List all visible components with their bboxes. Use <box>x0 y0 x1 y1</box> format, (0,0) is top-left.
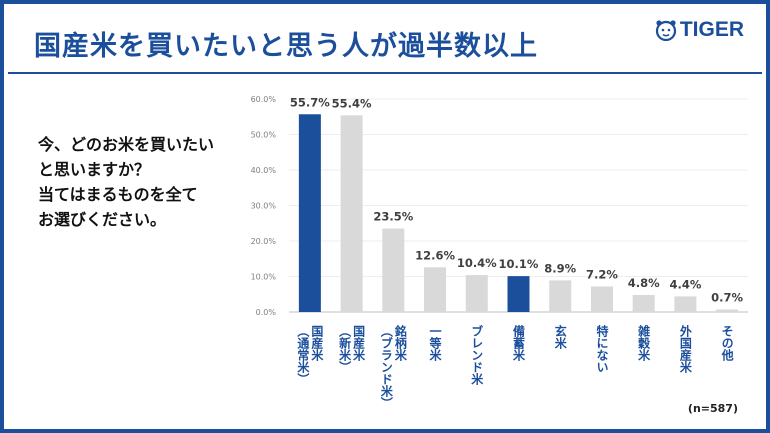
bar <box>465 275 488 312</box>
sample-size-note: (n=587) <box>687 402 738 415</box>
bar <box>632 294 655 312</box>
data-label: 55.7% <box>290 95 330 109</box>
x-tick-label: 国産米 <box>310 325 324 362</box>
data-label: 12.6% <box>415 248 455 262</box>
x-tick-label: ブレンド米 <box>470 324 484 386</box>
x-tick-label: 特にない <box>595 324 609 373</box>
x-tick-label: 一等米 <box>428 325 442 362</box>
survey-question: 今、どのお米を買いたい と思いますか？ 当てはまるものを全て お選びください。 <box>38 132 278 232</box>
data-label: 7.2% <box>586 267 618 281</box>
bar <box>549 280 572 312</box>
bar <box>674 296 697 312</box>
x-tick-label: 雑穀米 <box>637 324 651 362</box>
data-label: 4.8% <box>628 276 660 290</box>
x-tick-label: 銘柄米 <box>393 324 407 362</box>
y-tick-label: 40.0% <box>251 166 277 175</box>
bar <box>590 286 613 312</box>
bar <box>382 228 405 312</box>
data-label: 55.4% <box>332 96 372 110</box>
question-line: 当てはまるものを全て <box>38 185 198 204</box>
bar-chart: 0.0% 10.0% 20.0% 30.0% 40.0% 50.0% 60.0% 55.7% 国… <box>251 95 748 409</box>
x-tick-label: 外国産米 <box>678 324 692 374</box>
y-tick-label: 0.0% <box>256 308 277 317</box>
data-label: 23.5% <box>373 210 413 224</box>
x-tick-sublabel: （ブランド米） <box>379 325 393 409</box>
bar <box>716 309 739 312</box>
data-label: 4.4% <box>669 277 701 291</box>
x-tick-label: 玄米 <box>553 324 567 350</box>
data-label: 0.7% <box>711 291 743 305</box>
logo-text: TIGER <box>679 18 744 41</box>
x-tick-sublabel: （新米） <box>338 325 352 373</box>
brand-logo: TIGER <box>655 18 744 42</box>
page-title: 国産米を買いたいと思う人が過半数以上 <box>34 31 538 62</box>
title-divider <box>8 72 762 74</box>
data-label: 10.4% <box>457 256 497 270</box>
y-tick-label: 10.0% <box>251 273 277 282</box>
tiger-face-icon <box>655 20 676 41</box>
bar <box>424 267 447 312</box>
bar <box>298 114 321 312</box>
y-tick-label: 60.0% <box>251 95 277 104</box>
data-label: 8.9% <box>544 261 576 275</box>
question-line: お選びください。 <box>38 210 167 229</box>
question-line: と思いますか？ <box>38 160 151 179</box>
y-tick-label: 50.0% <box>251 131 277 140</box>
x-tick-label: その他 <box>720 325 734 362</box>
y-tick-label: 30.0% <box>251 202 277 211</box>
y-tick-label: 20.0% <box>251 237 277 246</box>
question-line: 今、どのお米を買いたい <box>38 135 215 154</box>
x-tick-label: 国産米 <box>352 325 366 362</box>
x-tick-sublabel: （通常米） <box>296 325 310 385</box>
bar <box>507 276 530 312</box>
data-label: 10.1% <box>499 257 539 271</box>
x-tick-label: 備蓄米 <box>512 324 526 362</box>
bar <box>340 115 363 312</box>
